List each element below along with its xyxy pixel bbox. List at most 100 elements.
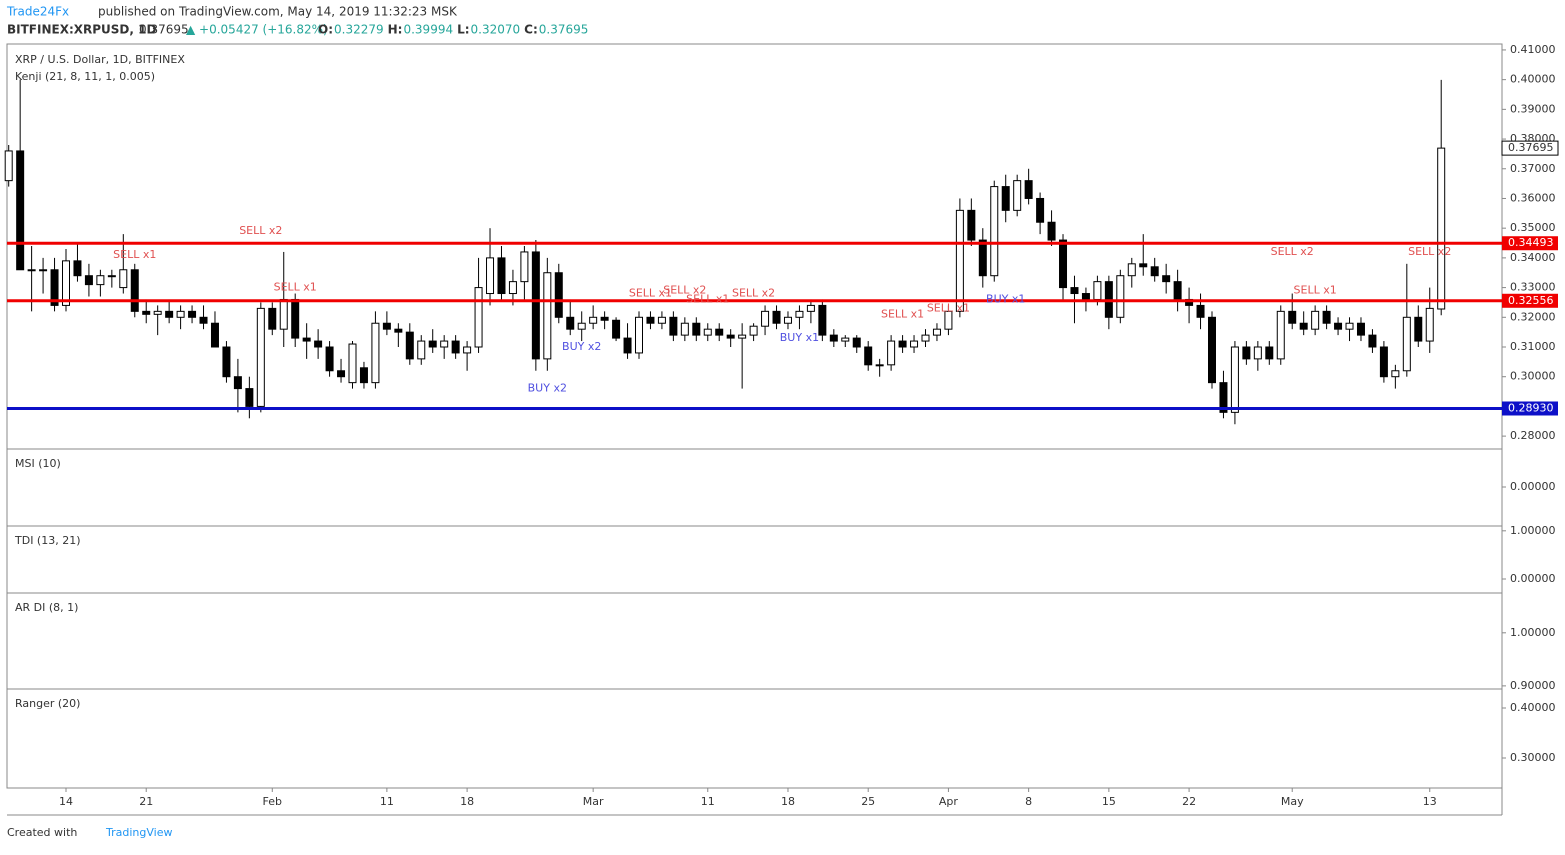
candle-body — [646, 316, 655, 324]
candle-body — [898, 340, 907, 348]
ohlc-key: L: — [457, 23, 469, 37]
y-tick-label: 0.30000 — [1510, 751, 1556, 764]
y-tick-label: 1.00000 — [1510, 524, 1556, 537]
candle-body — [486, 257, 495, 295]
candle-body — [382, 322, 391, 330]
candle-body — [680, 322, 689, 336]
signal-label: SELL x1 — [686, 292, 729, 305]
candle-body — [1242, 346, 1251, 360]
candle-body — [944, 310, 953, 330]
candle-body — [1013, 180, 1022, 211]
candle-body — [279, 298, 288, 330]
candle-body — [256, 307, 265, 407]
candle-body — [554, 272, 563, 318]
candle-body — [1173, 281, 1182, 300]
candle-body — [1230, 346, 1239, 413]
candle-body — [1150, 266, 1159, 277]
panel-title: AR DI (8, 1) — [15, 601, 78, 614]
candle-body — [451, 340, 460, 354]
footer-brand[interactable]: TradingView — [105, 826, 172, 839]
y-tick-label: 0.28000 — [1510, 429, 1556, 442]
y-tick-label: 0.36000 — [1510, 191, 1556, 204]
price-label-bg — [1501, 140, 1559, 156]
chart-title: XRP / U.S. Dollar, 1D, BITFINEX — [15, 53, 185, 66]
signal-label: SELL x2 — [239, 224, 282, 237]
signal-label: SELL x1 — [113, 248, 156, 261]
candle-body — [910, 340, 919, 348]
candle-body — [1379, 346, 1388, 378]
candle-body — [188, 310, 197, 318]
candle-body — [955, 209, 964, 312]
level-label-bg — [1502, 293, 1558, 308]
level-label-bg — [1502, 401, 1558, 416]
candle-body — [1437, 147, 1446, 310]
y-tick-label: 0.32000 — [1510, 310, 1556, 323]
candle-body — [119, 269, 128, 289]
candle-body — [1253, 346, 1262, 360]
signal-label: SELL x1 — [1294, 284, 1337, 297]
candle-body — [577, 322, 586, 330]
candle-body — [783, 316, 792, 324]
candle-body — [27, 269, 36, 272]
footer: Created with — [7, 826, 77, 839]
candle-body — [772, 310, 781, 324]
ohlc-value: 0.39994 — [403, 23, 453, 37]
candle-body — [222, 346, 231, 378]
signal-label: BUY x2 — [528, 382, 567, 395]
candle-body — [165, 310, 174, 318]
candle-body — [16, 150, 25, 271]
candle-body — [841, 337, 850, 342]
candle-body — [497, 257, 506, 295]
y-tick-label: 0.37000 — [1510, 162, 1556, 175]
candle-body — [325, 346, 334, 372]
candle-body — [1345, 322, 1354, 330]
candle-body — [302, 337, 311, 342]
ohlc-key: H: — [388, 23, 403, 37]
candle-body — [623, 337, 632, 354]
candle-body — [761, 310, 770, 327]
level-label: 0.34493 — [1508, 236, 1554, 249]
ohlc-value: 0.37695 — [539, 23, 589, 37]
candle-body — [176, 310, 185, 318]
candle-body — [348, 343, 357, 384]
candle-body — [692, 322, 701, 336]
candle-body — [589, 316, 598, 324]
candle-body — [314, 340, 323, 348]
signal-label: BUY x1 — [780, 331, 819, 344]
y-tick-label: 0.40000 — [1510, 701, 1556, 714]
x-tick-label: Feb — [263, 795, 282, 808]
candle-body — [738, 334, 747, 339]
candle-body — [852, 337, 861, 348]
candle-body — [1081, 293, 1090, 300]
symbol: BITFINEX:XRPUSD, 1D — [7, 23, 156, 37]
x-tick-label: 25 — [861, 795, 875, 808]
signal-label: SELL x2 — [1408, 245, 1451, 258]
candle-body — [1368, 334, 1377, 348]
publisher[interactable]: Trade24Fx — [6, 5, 69, 19]
candle-body — [199, 316, 208, 324]
candle-body — [749, 325, 758, 336]
candle-body — [531, 251, 540, 360]
ohlc-value: 0.32070 — [471, 23, 521, 37]
candle-body — [130, 269, 139, 312]
change: ▲ +0.05427 (+16.82%) — [186, 23, 328, 37]
x-tick-label: Apr — [939, 795, 959, 808]
candle-body — [417, 340, 426, 360]
candle-body — [612, 319, 621, 339]
candle-body — [359, 367, 368, 384]
candle-body — [1127, 263, 1136, 277]
candle-body — [566, 316, 575, 330]
candle-body — [233, 376, 242, 390]
candle-body — [4, 150, 13, 182]
candle-body — [1093, 281, 1102, 300]
candle-body — [1139, 263, 1148, 268]
x-tick-label: 11 — [701, 795, 715, 808]
candle-body — [39, 269, 48, 272]
signal-label: BUY x2 — [562, 340, 601, 353]
y-tick-label: 0.00000 — [1510, 572, 1556, 585]
candle-body — [669, 316, 678, 336]
level-label-bg — [1502, 236, 1558, 251]
last: 0.37695 — [139, 23, 189, 37]
y-tick-label: 0.33000 — [1510, 281, 1556, 294]
published: published on TradingView.com, May 14, 20… — [98, 5, 458, 19]
